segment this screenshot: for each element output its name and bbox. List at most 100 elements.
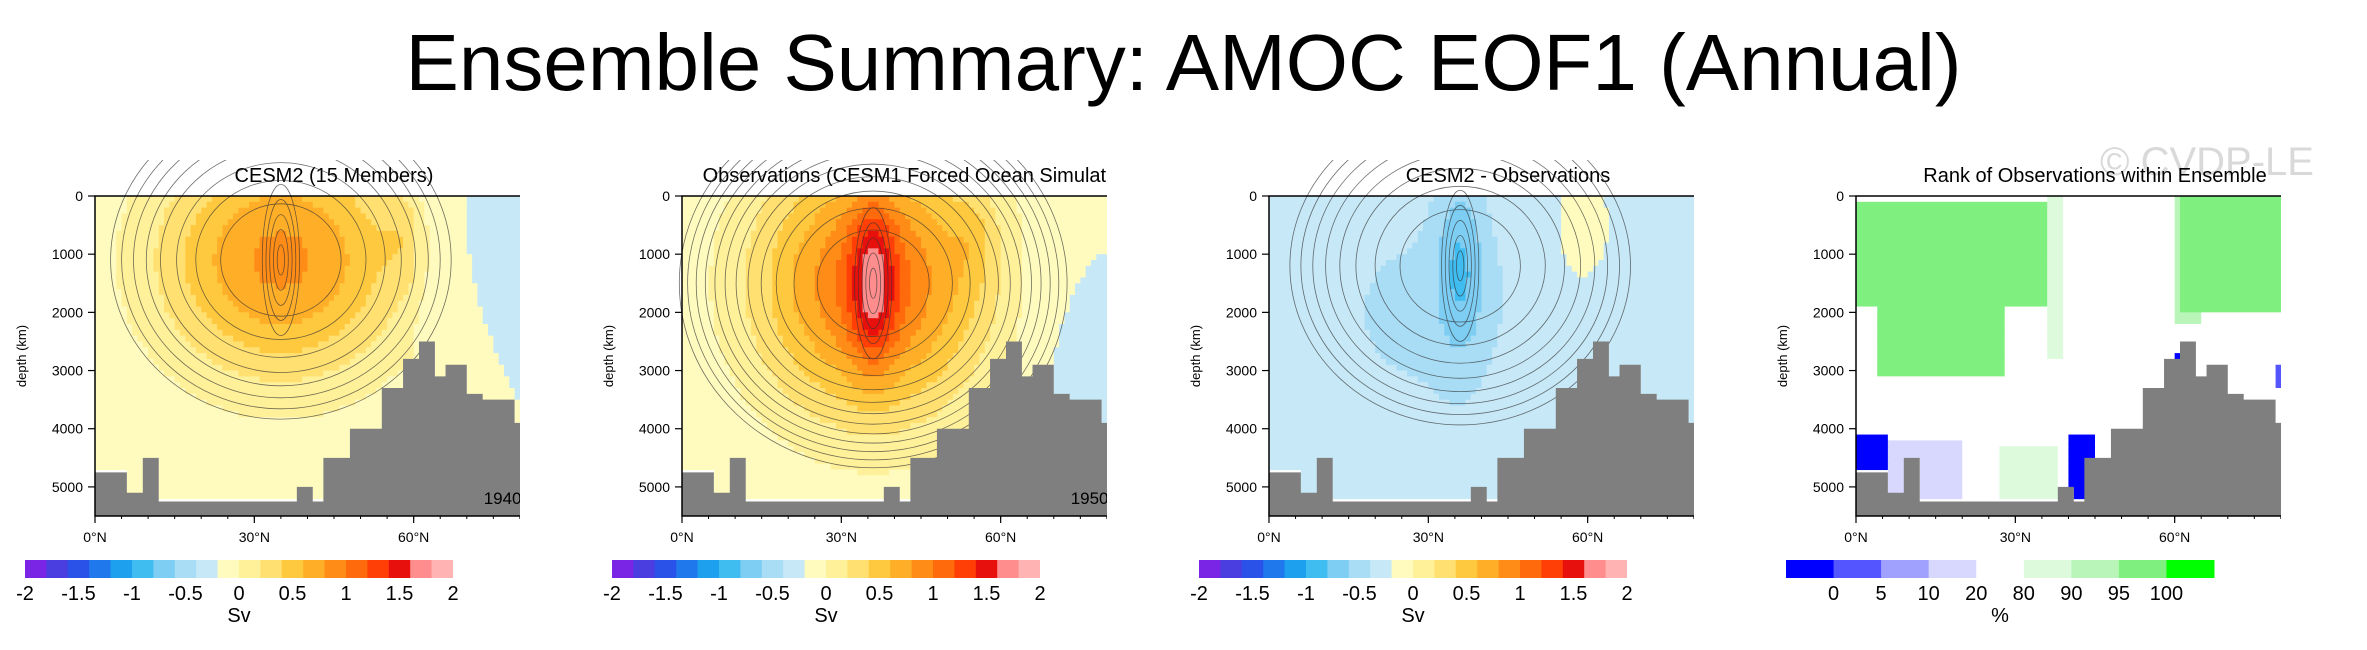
field-cell [95,289,123,296]
field-cell [302,376,388,383]
field-cell [1856,457,1889,465]
field-cell [841,306,848,313]
field-cell [376,225,415,232]
field-cell [164,300,197,308]
colorbar-tick-label: 100 [2150,583,2183,605]
field-cell [846,265,853,273]
colorbar-segment [1370,560,1393,578]
field-cell [2179,260,2281,267]
field-cell [2275,405,2281,412]
field-cell [910,335,938,343]
chart-svg: CESM2 - Observations0°N30°N60°N90°N01000… [1188,160,1694,627]
field-cell [921,201,970,209]
contour-line [854,207,893,360]
field-cell [169,201,208,209]
field-cell [153,265,186,273]
field-cell [963,260,986,267]
field-cell [1021,277,1081,284]
field-cell [259,318,303,325]
field-cell [1269,300,1366,308]
field-cell [1919,492,1963,500]
field-cell [1856,300,2048,308]
field-layer [95,196,520,500]
field-cell [2063,294,2176,302]
field-cell [2063,225,2176,232]
field-cell [477,283,520,290]
contour-line [145,160,416,387]
field-cell [979,289,1002,296]
field-cell [2179,201,2281,209]
field-cell [1561,196,1605,203]
field-cell [1877,353,2006,360]
field-cell [820,306,842,313]
field-cell [1481,382,1578,389]
field-cell [889,364,911,372]
field-cell [825,236,848,244]
field-cell [889,213,906,220]
field-cell [164,207,202,215]
field-cell [719,335,757,343]
field-cell [682,446,795,453]
field-cell [979,213,996,220]
field-cell [851,283,864,290]
field-cell [735,376,779,383]
field-cell [682,393,742,401]
field-cell [883,300,890,308]
field-cell [846,428,901,436]
field-cell [846,283,853,290]
colorbar-segment [132,560,154,578]
field-cell [2047,335,2064,343]
field-cell [1502,300,1694,308]
field-cell [1269,405,1557,412]
field-cell [777,236,805,244]
field-cell [413,277,425,284]
field-cell [766,422,837,430]
field-cell [403,236,415,244]
field-cell [995,318,1018,325]
field-cell [403,294,425,302]
field-cell [1561,236,1610,244]
field-cell [339,283,372,290]
field-cell [1444,230,1477,238]
field-cell [899,486,911,494]
field-cell [883,283,896,290]
field-cell [116,260,155,267]
field-cell [339,289,372,296]
field-cell [682,358,726,366]
colorbar-segment [1541,560,1564,578]
field-cell [164,294,197,302]
field-cell [745,260,773,267]
field-cell [95,225,123,232]
field-cell [1269,254,1398,261]
field-cell [899,265,911,273]
field-cell [910,289,933,296]
field-cell [745,283,773,290]
field-cell [1438,283,1451,290]
field-cell [434,353,500,360]
field-cell [1269,463,1318,471]
contour-line [121,160,441,410]
field-cell [761,207,795,215]
colorbar: -2 -1.5 -1 -0.5 0 0.5 1 1.5 2Sv [16,560,459,627]
colorbar: 0 5 10 20 80 90 95 100% [1786,560,2215,627]
y-tick-label: 3000 [1226,363,1257,379]
field-cell [344,248,399,255]
field-cell [95,434,351,441]
field-cell [682,283,710,290]
field-cell [371,283,409,290]
field-cell [1021,219,1107,226]
field-cell [751,236,779,244]
field-cell [2063,207,2176,215]
field-cell [1502,306,1694,313]
field-cell [745,492,885,500]
field-cell [841,312,853,319]
field-cell [2063,260,2176,267]
field-cell [190,225,224,232]
field-cell [1021,364,1034,372]
field-cell [116,265,155,273]
field-cell [1000,260,1023,267]
field-cell [1856,324,1878,331]
field-cell [174,196,213,203]
colorbar-segment [196,560,219,578]
field-cell [434,341,494,348]
